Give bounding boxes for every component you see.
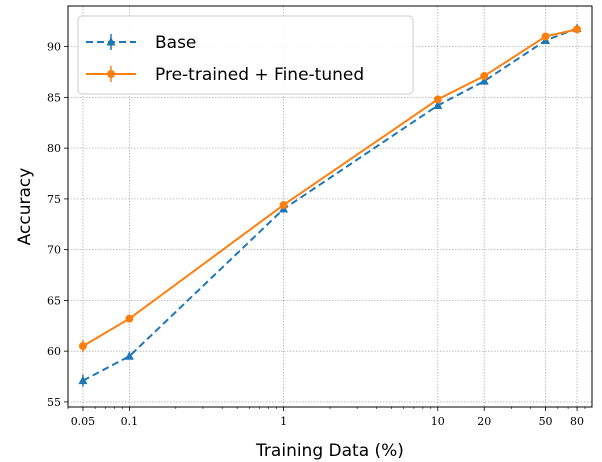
y-tick-label: 60 — [47, 345, 61, 358]
legend-label: Pre-trained + Fine-tuned — [155, 65, 364, 85]
legend-box — [77, 15, 414, 95]
legend: Base Pre-trained + Fine-tuned — [77, 15, 414, 95]
y-tick-label: 85 — [47, 91, 61, 104]
legend-label: Base — [155, 33, 196, 53]
data-point — [279, 200, 288, 209]
x-axis-label: Training Data (%) — [255, 441, 404, 461]
x-tick-label: 10 — [431, 415, 445, 428]
y-tick-label: 90 — [47, 41, 61, 54]
legend-marker — [106, 37, 116, 46]
x-tick-label: 80 — [570, 415, 584, 428]
data-point — [573, 25, 582, 34]
y-tick-label: 70 — [47, 244, 61, 257]
data-point — [78, 342, 87, 351]
y-tick-label: 65 — [47, 294, 61, 307]
data-point — [124, 351, 134, 360]
series-1 — [78, 25, 582, 353]
axis-ticks: 0.05 0.1 1 10 20 50 80 55 60 65 70 75 80 85 90 — [47, 41, 586, 428]
x-tick-label: 1 — [280, 415, 287, 428]
x-tick-label: 20 — [477, 415, 491, 428]
x-tick-label: 0.1 — [121, 415, 139, 428]
data-point — [541, 32, 550, 41]
series-layer — [78, 23, 582, 387]
x-tick-label: 0.05 — [71, 415, 96, 428]
data-point — [78, 375, 88, 385]
data-point — [125, 314, 134, 323]
legend-marker — [107, 70, 115, 78]
data-point — [480, 72, 489, 81]
y-tick-label: 80 — [47, 142, 61, 155]
y-axis-label: Accuracy — [15, 168, 35, 246]
y-tick-label: 55 — [47, 396, 61, 409]
data-point — [433, 100, 443, 109]
y-tick-label: 75 — [47, 193, 61, 206]
data-point — [479, 76, 489, 85]
x-tick-label: 50 — [539, 415, 553, 428]
data-point — [433, 95, 442, 104]
